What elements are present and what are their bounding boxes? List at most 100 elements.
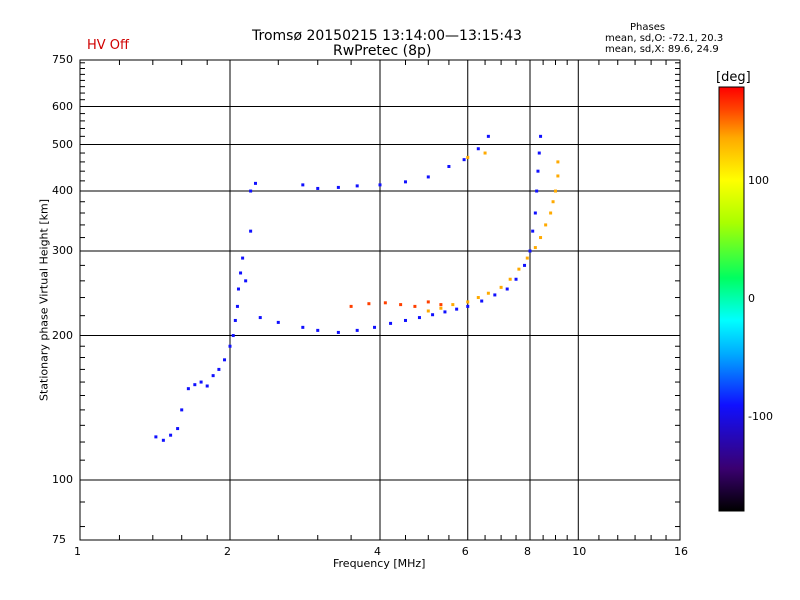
scatter-point <box>539 236 543 240</box>
y-tick-label: 75 <box>52 533 66 546</box>
scatter-point <box>373 325 377 329</box>
hv-status-label: HV Off <box>87 38 129 53</box>
colorbar-unit-label: [deg] <box>716 70 751 85</box>
phases-o-stats: mean, sd,O: -72.1, 20.3 <box>605 33 724 44</box>
scatter-point <box>443 310 447 314</box>
scatter-point <box>466 300 470 304</box>
scatter-point <box>316 328 320 332</box>
scatter-point <box>301 325 305 329</box>
y-tick-label: 500 <box>52 137 73 151</box>
scatter-point <box>258 316 262 320</box>
scatter-point <box>383 301 387 305</box>
scatter-point <box>486 291 490 295</box>
scatter-point <box>531 229 535 233</box>
scatter-point <box>493 293 497 297</box>
scatter-point <box>367 302 371 306</box>
scatter-point <box>525 256 529 260</box>
scatter-point <box>205 384 209 388</box>
scatter-point <box>483 151 487 155</box>
scatter-point <box>244 279 248 283</box>
scatter-point <box>508 277 512 281</box>
x-tick-label: 1 <box>74 545 81 558</box>
data-points <box>154 134 560 442</box>
scatter-point <box>466 155 470 159</box>
x-tick-label: 6 <box>461 545 469 558</box>
scatter-point <box>399 303 403 307</box>
scatter-point <box>466 304 470 308</box>
scatter-point <box>451 303 455 307</box>
scatter-point <box>439 306 443 310</box>
scatter-point <box>544 223 548 227</box>
y-tick-label: 600 <box>52 99 73 113</box>
scatter-point <box>537 151 541 155</box>
x-axis-label: Frequency [MHz] <box>333 557 426 570</box>
scatter-point <box>556 160 560 164</box>
scatter-point <box>236 287 240 291</box>
scatter-point <box>480 299 484 303</box>
scatter-point <box>217 367 221 371</box>
scatter-point <box>241 256 245 260</box>
tick-marks <box>80 60 680 540</box>
scatter-point <box>499 285 503 289</box>
scatter-point <box>316 186 320 190</box>
scatter-point <box>239 271 243 275</box>
scatter-point <box>249 189 253 193</box>
scatter-point <box>556 174 560 178</box>
scatter-point <box>431 313 435 317</box>
scatter-point <box>505 287 509 291</box>
colorbar-tick-label: 0 <box>748 292 755 305</box>
scatter-point <box>413 304 417 308</box>
scatter-point <box>176 427 180 431</box>
grid-lines <box>80 60 680 540</box>
scatter-point <box>301 183 305 187</box>
scatter-point <box>462 158 466 162</box>
scatter-point <box>533 211 537 215</box>
x-tick-label: 16 <box>674 545 688 558</box>
scatter-point <box>169 433 173 437</box>
chart-title: Tromsø 20150215 13:14:00—13:15:43 <box>252 28 522 44</box>
scatter-point <box>455 307 459 311</box>
y-tick-label: 400 <box>52 184 73 198</box>
scatter-point <box>276 320 280 324</box>
scatter-point <box>426 175 430 179</box>
y-tick-label: 750 <box>52 53 73 66</box>
scatter-point <box>154 435 158 439</box>
scatter-point <box>417 316 421 320</box>
x-tick-label: 4 <box>374 545 381 558</box>
y-tick-label: 200 <box>52 328 73 342</box>
scatter-point <box>193 383 197 387</box>
scatter-point <box>161 438 165 442</box>
colorbar-tick-label: 100 <box>748 174 769 188</box>
scatter-point <box>514 277 518 281</box>
x-tick-label: 8 <box>524 545 531 558</box>
scatter-point <box>223 358 227 362</box>
scatter-point <box>355 184 359 188</box>
scatter-point <box>228 344 232 348</box>
scatter-point <box>536 169 540 173</box>
scatter-point <box>211 374 215 378</box>
scatter-point <box>180 408 184 412</box>
scatter-point <box>447 164 451 168</box>
scatter-point <box>249 229 253 233</box>
scatter-point <box>403 180 407 184</box>
scatter-point <box>199 380 203 384</box>
y-axis-label: Stationary phase Virtual Height [km] <box>37 198 51 402</box>
chart-subtitle: RwPretec (8p) <box>333 43 432 59</box>
y-tick-label: 100 <box>52 473 73 487</box>
scatter-point <box>549 211 553 215</box>
scatter-point <box>539 134 543 138</box>
scatter-point <box>523 263 527 267</box>
scatter-point <box>528 249 532 253</box>
scatter-point <box>253 181 257 185</box>
x-tick-label: 10 <box>572 545 587 558</box>
scatter-point <box>231 334 235 338</box>
scatter-point <box>426 300 430 304</box>
phases-x-stats: mean, sd,X: 89.6, 24.9 <box>605 44 719 55</box>
scatter-point <box>355 328 359 332</box>
scatter-point <box>389 321 393 325</box>
scatter-point <box>517 267 521 271</box>
x-tick-label: 2 <box>224 545 231 558</box>
colorbar <box>718 86 745 512</box>
scatter-point <box>233 318 237 322</box>
